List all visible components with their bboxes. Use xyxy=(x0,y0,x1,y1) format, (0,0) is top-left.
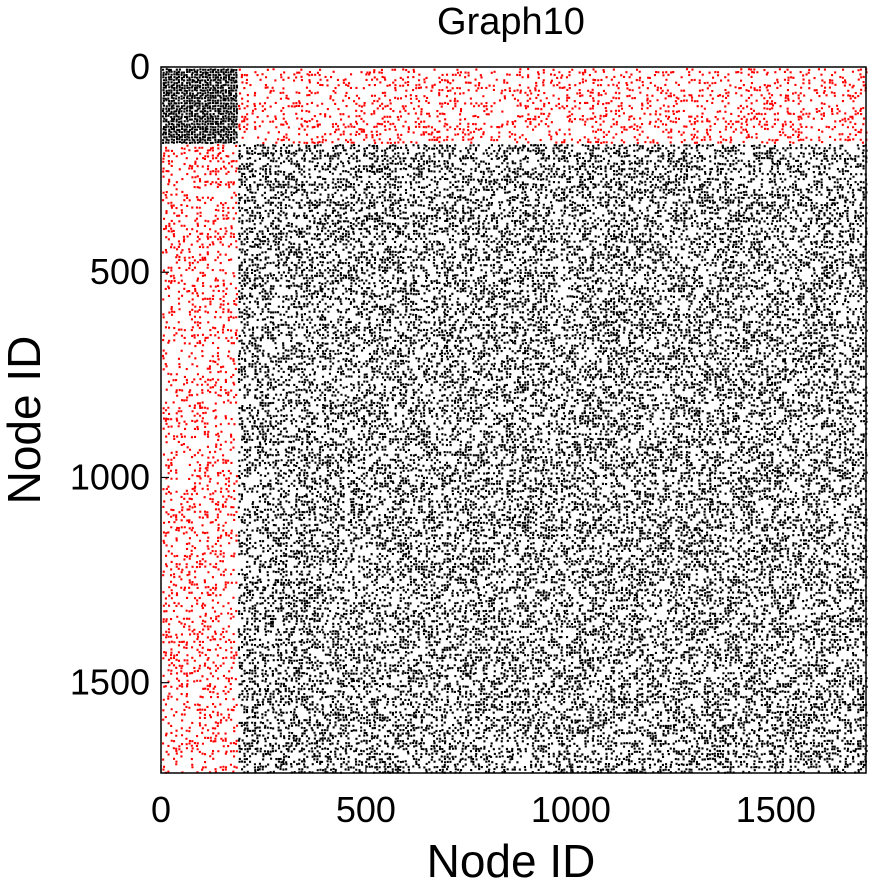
y-tick-label: 0 xyxy=(130,46,150,87)
x-tick-label: 500 xyxy=(336,789,396,830)
x-tick-label: 0 xyxy=(151,789,171,830)
y-axis-label: Node ID xyxy=(0,336,50,505)
x-tick-label: 1000 xyxy=(531,789,611,830)
x-axis-label: Node ID xyxy=(427,835,596,883)
scatter-block-0-1 xyxy=(237,144,868,774)
y-tick-label: 500 xyxy=(90,251,150,292)
x-axis-ticks: 0 500 1000 1500 xyxy=(151,765,816,830)
scatter-block-0-0 xyxy=(162,68,238,145)
chart-title: Graph10 xyxy=(437,1,585,43)
scatter-plot-area xyxy=(162,68,868,774)
x-tick-label: 1500 xyxy=(736,789,816,830)
y-axis-ticks: 0 500 1000 1500 xyxy=(70,46,169,703)
scatter-block-1-0 xyxy=(238,68,868,145)
y-tick-label: 1000 xyxy=(70,456,150,497)
plot-frame xyxy=(160,66,867,774)
scatter-block-1-1 xyxy=(162,144,239,774)
y-tick-label: 1500 xyxy=(70,662,150,703)
